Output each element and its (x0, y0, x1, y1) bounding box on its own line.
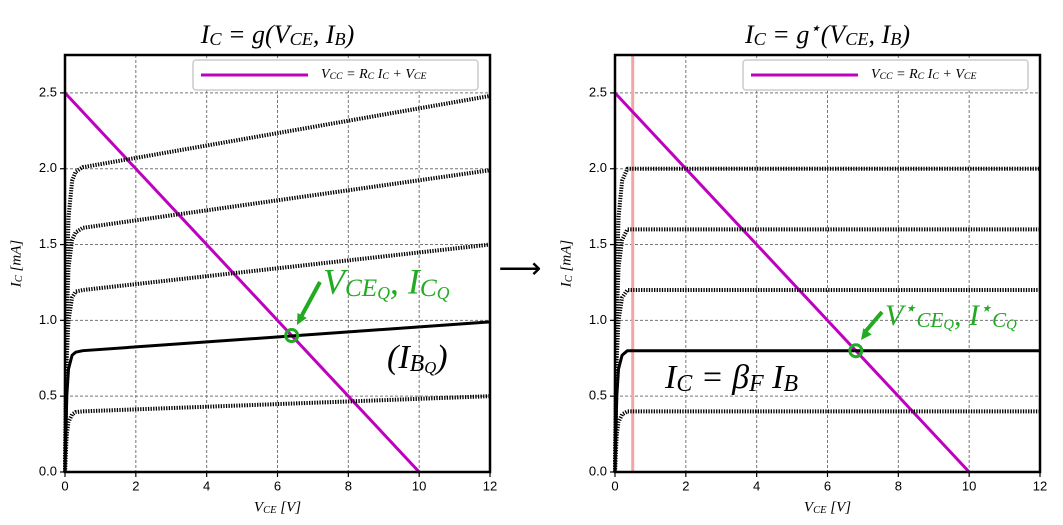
annotation-arrowhead (297, 313, 307, 325)
curve (63, 93, 491, 473)
x-axis-label: VCE [V] (254, 499, 301, 515)
x-axis-label: VCE [V] (804, 499, 851, 515)
x-tick-label: 10 (962, 478, 976, 493)
operating-point (284, 328, 300, 344)
x-tick-label: 12 (1033, 478, 1047, 493)
x-tick-label: 2 (132, 478, 139, 493)
y-axis-label: IC [mA] (558, 240, 574, 289)
x-tick-label: 12 (483, 478, 497, 493)
x-tick-label: 4 (203, 478, 210, 493)
x-tick-label: 6 (824, 478, 831, 493)
annotation: V⋆CEQ, I⋆CQ (885, 296, 1017, 333)
y-tick-label: 1.0 (39, 312, 57, 327)
annotation-arrow (299, 281, 322, 318)
y-tick-label: 2.0 (589, 160, 607, 175)
annotation: VCEQ, ICQ (323, 261, 450, 302)
legend-box (742, 59, 1029, 91)
y-tick-label: 2.0 (39, 160, 57, 175)
x-tick-label: 6 (274, 478, 281, 493)
x-tick-label: 2 (682, 478, 689, 493)
curve (613, 227, 1040, 473)
y-tick-label: 1.5 (39, 236, 57, 251)
annotation-arrow (863, 310, 884, 334)
chart-title: IC = g(VCE, IB) (200, 20, 355, 49)
y-tick-label: 2.5 (589, 84, 607, 99)
operating-point (848, 343, 864, 359)
annotation: IC = βF IB (664, 359, 798, 397)
y-tick-label: 0.5 (589, 388, 607, 403)
x-tick-label: 0 (611, 478, 618, 493)
y-tick-label: 0.0 (39, 463, 57, 478)
curve (613, 166, 1040, 473)
load-line (613, 91, 971, 474)
annotation-arrowhead (861, 328, 872, 340)
chart-title: IC = g⋆(VCE, IB) (744, 18, 910, 49)
y-tick-label: 2.5 (39, 84, 57, 99)
x-tick-label: 0 (61, 478, 68, 493)
x-tick-label: 8 (895, 478, 902, 493)
legend-label: VCC = RC IC + VCE (321, 67, 426, 82)
plot-frame (613, 53, 1042, 474)
x-tick-label: 10 (412, 478, 426, 493)
y-tick-label: 1.0 (589, 312, 607, 327)
y-axis-label: IC [mA] (8, 240, 24, 289)
load-line (63, 91, 421, 474)
y-tick-label: 0.0 (589, 463, 607, 478)
x-tick-label: 4 (753, 478, 760, 493)
y-tick-label: 0.5 (39, 388, 57, 403)
curve (63, 242, 491, 473)
y-tick-label: 1.5 (589, 236, 607, 251)
legend-label: VCC = RC IC + VCE (871, 67, 976, 82)
separator-arrow: ⟶ (498, 252, 541, 285)
plot-frame (63, 53, 492, 474)
x-tick-label: 8 (345, 478, 352, 493)
annotation: (IBQ) (387, 339, 448, 377)
legend-box (192, 59, 479, 91)
